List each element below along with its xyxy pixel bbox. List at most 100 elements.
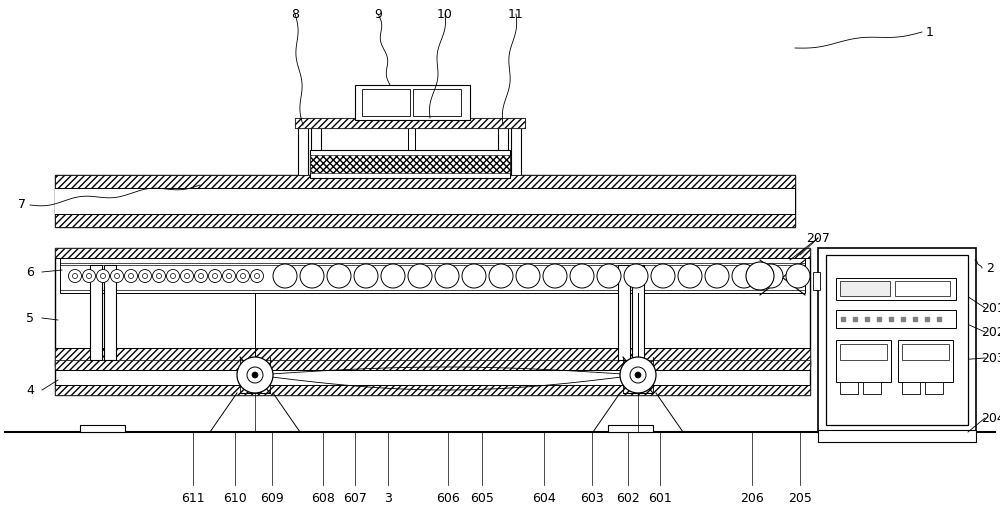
Circle shape: [110, 269, 124, 282]
Circle shape: [240, 274, 246, 278]
Circle shape: [435, 264, 459, 288]
Circle shape: [300, 264, 324, 288]
Bar: [836, 278, 956, 300]
Bar: [298, 125, 308, 175]
Bar: [818, 248, 976, 432]
Bar: [826, 255, 968, 425]
Text: 9: 9: [374, 7, 382, 20]
Circle shape: [489, 264, 513, 288]
Text: 608: 608: [311, 492, 335, 505]
Text: 611: 611: [181, 492, 205, 505]
Circle shape: [381, 264, 405, 288]
Text: 207: 207: [806, 232, 830, 245]
Bar: [55, 248, 810, 258]
Circle shape: [516, 264, 540, 288]
Bar: [60, 258, 805, 293]
Bar: [311, 125, 321, 175]
Bar: [55, 175, 795, 227]
Circle shape: [72, 274, 78, 278]
Bar: [498, 125, 508, 175]
Circle shape: [166, 269, 180, 282]
Circle shape: [746, 262, 774, 290]
Circle shape: [100, 274, 106, 278]
Circle shape: [184, 274, 190, 278]
Text: 602: 602: [616, 492, 640, 505]
Bar: [80, 425, 125, 432]
Text: 6: 6: [26, 266, 34, 278]
Circle shape: [327, 264, 351, 288]
Bar: [55, 360, 810, 370]
Bar: [55, 385, 810, 395]
Text: 4: 4: [26, 384, 34, 397]
Bar: [813, 272, 820, 290]
Text: 203: 203: [981, 352, 1000, 365]
Bar: [608, 425, 653, 432]
Circle shape: [705, 264, 729, 288]
Bar: [925, 382, 943, 394]
Text: 1: 1: [926, 26, 934, 38]
Circle shape: [156, 274, 162, 278]
Text: 205: 205: [788, 492, 812, 505]
Bar: [55, 248, 810, 366]
Text: 607: 607: [343, 492, 367, 505]
Circle shape: [250, 269, 264, 282]
Text: 7: 7: [18, 199, 26, 212]
Text: 3: 3: [384, 492, 392, 505]
Bar: [362, 89, 410, 116]
Text: 8: 8: [291, 7, 299, 20]
Bar: [355, 85, 470, 120]
Circle shape: [732, 264, 756, 288]
Text: 606: 606: [436, 492, 460, 505]
Circle shape: [124, 269, 138, 282]
Bar: [632, 265, 644, 360]
Bar: [511, 125, 521, 175]
Circle shape: [408, 264, 432, 288]
Text: 201: 201: [981, 301, 1000, 314]
Text: 605: 605: [470, 492, 494, 505]
Text: 10: 10: [437, 7, 453, 20]
Bar: [895, 281, 950, 296]
Circle shape: [208, 269, 222, 282]
Bar: [90, 265, 102, 360]
Circle shape: [254, 274, 260, 278]
Circle shape: [87, 274, 92, 278]
Circle shape: [237, 357, 273, 393]
Circle shape: [273, 264, 297, 288]
Circle shape: [624, 264, 648, 288]
Bar: [840, 344, 887, 360]
Circle shape: [170, 274, 176, 278]
Circle shape: [82, 269, 96, 282]
Bar: [902, 344, 949, 360]
Bar: [618, 265, 630, 360]
Circle shape: [651, 264, 675, 288]
Circle shape: [635, 372, 641, 378]
Circle shape: [678, 264, 702, 288]
Circle shape: [247, 367, 263, 383]
Bar: [55, 360, 810, 395]
Bar: [295, 118, 525, 128]
Bar: [55, 188, 795, 214]
Bar: [840, 281, 890, 296]
Bar: [55, 175, 795, 188]
Circle shape: [152, 269, 166, 282]
Text: 609: 609: [260, 492, 284, 505]
Text: 11: 11: [508, 7, 524, 20]
Bar: [836, 310, 956, 328]
Circle shape: [128, 274, 134, 278]
Bar: [55, 348, 810, 360]
Text: 610: 610: [223, 492, 247, 505]
Bar: [55, 214, 795, 227]
Circle shape: [620, 357, 656, 393]
Text: 601: 601: [648, 492, 672, 505]
Circle shape: [462, 264, 486, 288]
Circle shape: [252, 372, 258, 378]
Bar: [840, 382, 858, 394]
Circle shape: [570, 264, 594, 288]
Bar: [413, 89, 461, 116]
Bar: [310, 155, 510, 173]
Bar: [310, 150, 510, 178]
Circle shape: [212, 274, 218, 278]
Circle shape: [237, 269, 250, 282]
Circle shape: [180, 269, 194, 282]
Bar: [818, 430, 976, 442]
